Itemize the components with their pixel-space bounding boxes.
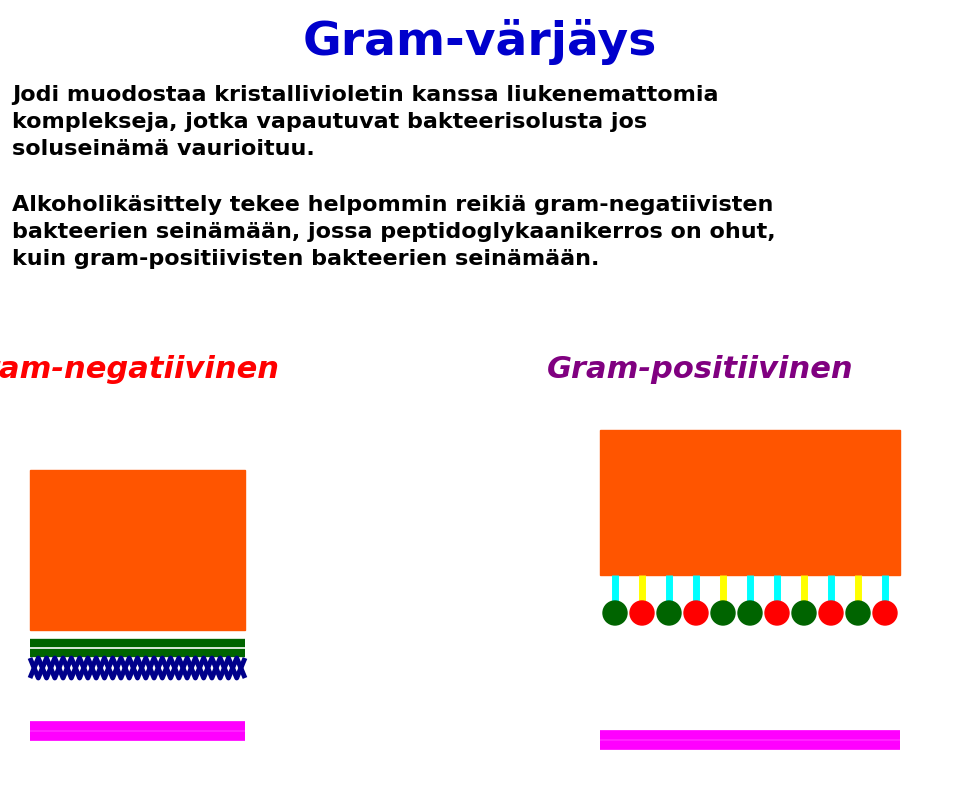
Bar: [900, 0, 959, 793]
Circle shape: [873, 601, 897, 625]
Circle shape: [738, 601, 762, 625]
Circle shape: [684, 601, 708, 625]
Bar: [30, 470, 245, 630]
Text: ulkomembraani: ulkomembraani: [247, 638, 493, 658]
Circle shape: [765, 601, 789, 625]
Bar: [600, 430, 900, 575]
Text: Alkoholikäsittely tekee helpommin reikiä gram-negatiivisten
bakteerien seinämään: Alkoholikäsittely tekee helpommin reikiä…: [12, 195, 776, 270]
Text: Gram-värjäys: Gram-värjäys: [303, 19, 657, 65]
Bar: [598, 616, 902, 732]
Text: Gram-positiivinen: Gram-positiivinen: [547, 355, 854, 385]
Circle shape: [738, 601, 762, 625]
Circle shape: [711, 601, 735, 625]
Circle shape: [711, 601, 735, 625]
Text: Jodi muodostaa kristallivioletin kanssa liukenemattomia
komplekseja, jotka vapau: Jodi muodostaa kristallivioletin kanssa …: [12, 85, 718, 159]
Circle shape: [657, 601, 681, 625]
Text: }: }: [525, 499, 571, 568]
Text: teikkohappoja
proteiineja
polysakkarideja: teikkohappoja proteiineja polysakkaridej…: [302, 488, 488, 562]
Circle shape: [603, 601, 627, 625]
Text: sytoplasminen
membraani: sytoplasminen membraani: [310, 735, 482, 781]
Circle shape: [630, 601, 654, 625]
Circle shape: [684, 601, 708, 625]
Circle shape: [792, 601, 816, 625]
Text: peptidoglykaani: peptidoglykaani: [310, 658, 501, 678]
Bar: [600, 618, 900, 730]
Circle shape: [873, 601, 897, 625]
Circle shape: [846, 601, 870, 625]
Circle shape: [630, 601, 654, 625]
Text: Jodi muodostaa kristallivioletin kanssa liukenemattomia
komplekseja, jotka vapau: Jodi muodostaa kristallivioletin kanssa …: [12, 85, 718, 159]
Bar: [600, 618, 900, 730]
Bar: [30, 470, 245, 630]
Text: kapseli: kapseli: [250, 430, 424, 480]
Text: Alkoholikäsittely tekee helpommin reikiä gram-negatiivisten
bakteerien seinämään: Alkoholikäsittely tekee helpommin reikiä…: [12, 195, 776, 270]
Circle shape: [657, 601, 681, 625]
Circle shape: [765, 601, 789, 625]
Bar: [0, 0, 600, 793]
Bar: [600, 430, 900, 575]
Text: Gram-negatiivinen: Gram-negatiivinen: [0, 355, 280, 385]
Circle shape: [846, 601, 870, 625]
Circle shape: [819, 601, 843, 625]
Text: Gram-negatiivinen: Gram-negatiivinen: [0, 355, 280, 385]
Circle shape: [792, 601, 816, 625]
Circle shape: [603, 601, 627, 625]
Circle shape: [819, 601, 843, 625]
Bar: [0, 620, 959, 793]
Text: Gram-positiivinen: Gram-positiivinen: [547, 355, 854, 385]
Text: Gram-värjäys: Gram-värjäys: [303, 19, 657, 65]
